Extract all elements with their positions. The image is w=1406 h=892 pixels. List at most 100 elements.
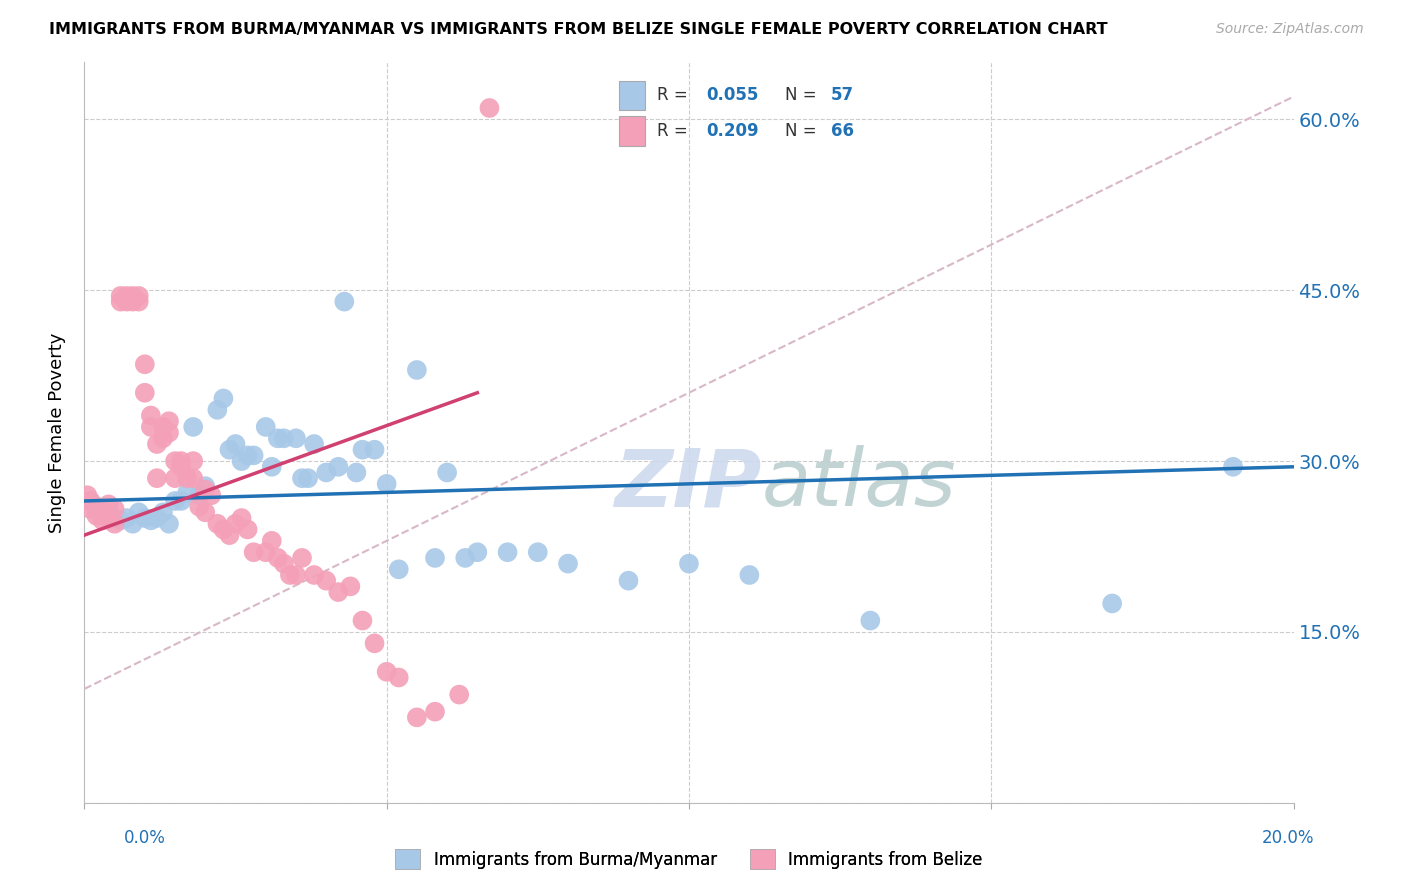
Point	[1222, 459, 1244, 474]
Point	[388, 671, 411, 685]
Point	[97, 497, 120, 511]
Point	[423, 705, 446, 719]
Text: ZIP: ZIP	[614, 445, 762, 524]
Point	[128, 294, 150, 309]
Point	[207, 516, 229, 531]
Point	[363, 442, 385, 457]
Point	[315, 574, 337, 588]
Point	[302, 568, 325, 582]
Point	[212, 523, 235, 537]
Point	[406, 363, 429, 377]
Point	[231, 511, 253, 525]
Point	[139, 513, 162, 527]
Text: atlas: atlas	[762, 445, 956, 524]
Y-axis label: Single Female Poverty: Single Female Poverty	[48, 333, 66, 533]
Point	[110, 513, 132, 527]
Point	[436, 466, 458, 480]
Point	[139, 420, 162, 434]
Point	[496, 545, 519, 559]
Text: 20.0%: 20.0%	[1263, 829, 1315, 847]
Point	[170, 454, 193, 468]
Point	[267, 431, 290, 445]
Point	[91, 505, 114, 519]
Point	[406, 710, 429, 724]
Point	[254, 545, 277, 559]
Point	[449, 688, 471, 702]
Point	[617, 574, 640, 588]
Point	[170, 459, 193, 474]
Point	[352, 442, 374, 457]
Point	[315, 466, 337, 480]
Point	[79, 494, 101, 508]
Point	[134, 511, 156, 525]
Point	[128, 505, 150, 519]
Point	[225, 437, 247, 451]
Point	[231, 454, 253, 468]
Point	[181, 420, 204, 434]
Point	[181, 471, 204, 485]
Point	[128, 289, 150, 303]
Point	[194, 479, 217, 493]
Point	[146, 471, 169, 485]
Text: Source: ZipAtlas.com: Source: ZipAtlas.com	[1216, 22, 1364, 37]
Point	[273, 557, 295, 571]
Point	[388, 562, 411, 576]
Point	[134, 357, 156, 371]
Point	[291, 550, 314, 565]
Point	[170, 494, 193, 508]
Point	[200, 488, 222, 502]
Point	[176, 471, 198, 485]
Point	[91, 513, 114, 527]
Point	[181, 454, 204, 468]
Point	[333, 294, 356, 309]
Point	[218, 442, 240, 457]
Point	[121, 289, 143, 303]
Point	[157, 414, 180, 428]
Point	[134, 385, 156, 400]
Point	[165, 471, 187, 485]
Point	[152, 420, 174, 434]
Point	[363, 636, 385, 650]
Point	[91, 505, 114, 519]
Point	[194, 505, 217, 519]
Point	[188, 488, 211, 502]
Point	[267, 550, 290, 565]
Point	[260, 459, 283, 474]
Point	[157, 425, 180, 440]
Point	[97, 505, 120, 519]
Point	[454, 550, 477, 565]
Point	[297, 471, 319, 485]
Point	[165, 494, 187, 508]
Point	[260, 533, 283, 548]
Point	[478, 101, 501, 115]
Point	[121, 516, 143, 531]
Point	[207, 402, 229, 417]
Point	[152, 431, 174, 445]
Point	[236, 449, 259, 463]
Point	[110, 294, 132, 309]
Point	[339, 579, 361, 593]
Point	[104, 502, 127, 516]
Point	[104, 511, 127, 525]
Point	[115, 289, 138, 303]
Point	[467, 545, 489, 559]
Point	[165, 454, 187, 468]
Point	[188, 500, 211, 514]
Point	[352, 614, 374, 628]
Point	[76, 488, 98, 502]
Point	[375, 665, 398, 679]
Point	[115, 511, 138, 525]
Point	[79, 502, 101, 516]
Point	[285, 568, 308, 582]
Point	[110, 289, 132, 303]
Point	[79, 494, 101, 508]
Point	[254, 420, 277, 434]
Point	[273, 431, 295, 445]
Point	[527, 545, 550, 559]
Point	[176, 486, 198, 500]
Point	[86, 508, 108, 523]
Point	[278, 568, 301, 582]
Point	[375, 476, 398, 491]
Point	[242, 545, 264, 559]
Point	[152, 505, 174, 519]
